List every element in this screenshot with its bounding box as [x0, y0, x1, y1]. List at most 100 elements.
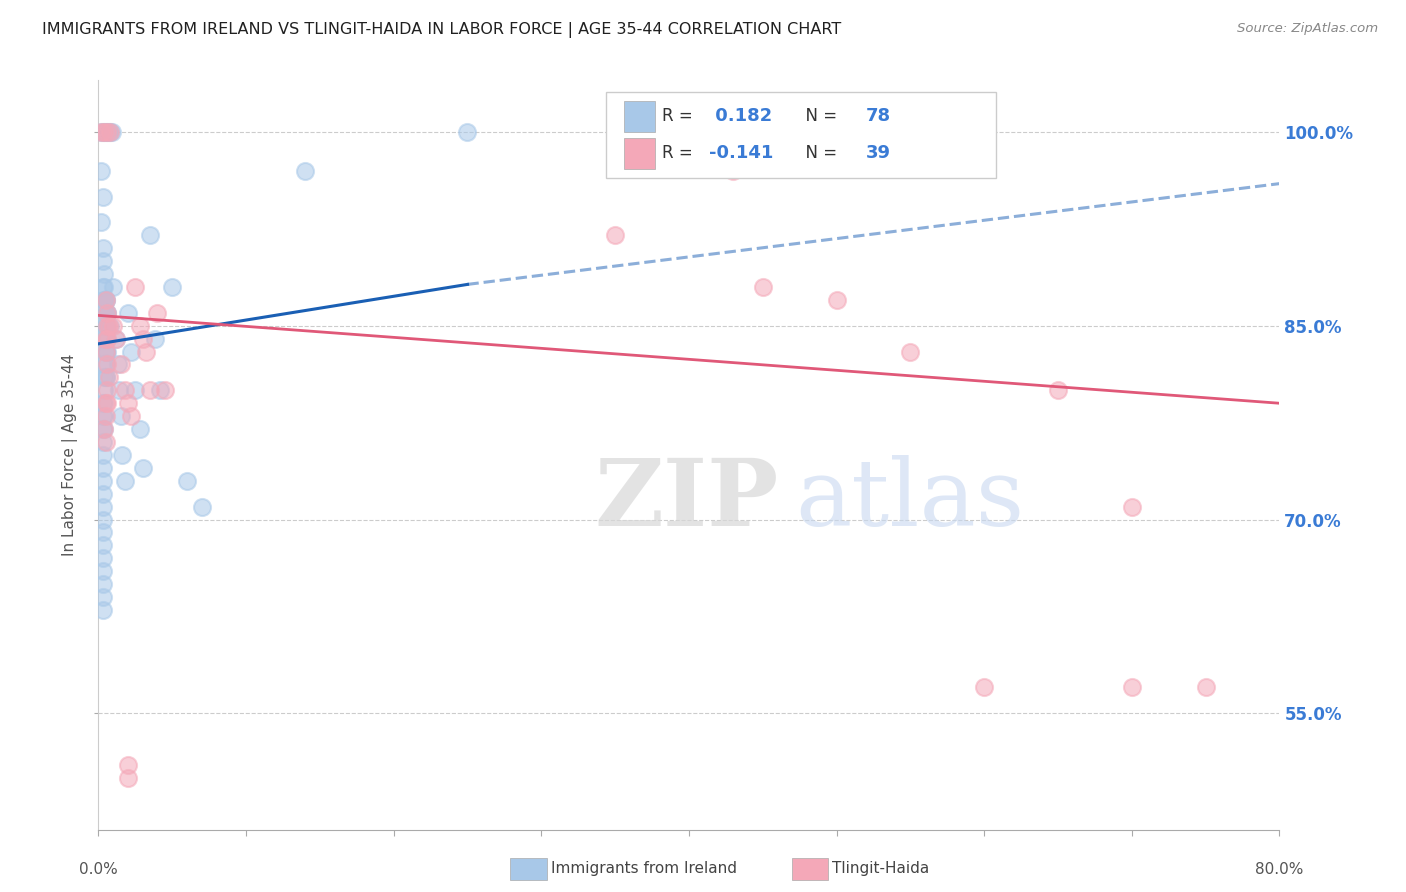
Point: [93, 125, 115, 139]
Point: [94, 435, 117, 450]
Point: [135, 344, 157, 359]
Point: [117, 396, 139, 410]
Point: [96, 358, 118, 372]
Point: [973, 681, 995, 695]
Point: [128, 318, 150, 333]
Point: [91, 422, 114, 436]
Point: [105, 332, 128, 346]
Point: [103, 280, 125, 294]
Point: [94, 358, 117, 372]
Point: [91, 486, 114, 500]
Point: [176, 474, 198, 488]
Point: [91, 474, 114, 488]
Point: [723, 163, 745, 178]
Point: [1046, 384, 1070, 398]
Point: [124, 280, 146, 294]
Point: [91, 538, 114, 552]
Point: [94, 332, 117, 346]
Point: [93, 267, 115, 281]
Point: [96, 384, 118, 398]
Point: [1121, 681, 1143, 695]
Point: [139, 228, 162, 243]
Text: -0.141: -0.141: [709, 144, 773, 161]
FancyBboxPatch shape: [606, 92, 995, 178]
Point: [91, 603, 114, 617]
Point: [91, 396, 114, 410]
Point: [91, 125, 114, 139]
Text: R =: R =: [662, 107, 697, 125]
Point: [105, 332, 128, 346]
Point: [114, 384, 136, 398]
Point: [93, 370, 115, 384]
Point: [93, 409, 115, 424]
Point: [143, 332, 166, 346]
Point: [94, 344, 117, 359]
Point: [90, 163, 112, 178]
Point: [93, 125, 115, 139]
Point: [91, 460, 114, 475]
Text: 0.0%: 0.0%: [79, 862, 118, 877]
Point: [90, 125, 112, 139]
Point: [96, 332, 118, 346]
Point: [294, 163, 316, 178]
Point: [146, 306, 169, 320]
Point: [93, 293, 115, 307]
Text: Tlingit-Haida: Tlingit-Haida: [832, 862, 929, 876]
Text: 78: 78: [866, 107, 891, 125]
Point: [132, 460, 155, 475]
Point: [107, 358, 129, 372]
Point: [91, 435, 114, 450]
Point: [900, 344, 922, 359]
Point: [91, 409, 114, 424]
Point: [117, 771, 139, 785]
Point: [120, 344, 142, 359]
Point: [110, 358, 132, 372]
Point: [97, 125, 120, 139]
Point: [132, 332, 155, 346]
Point: [91, 577, 114, 591]
Point: [94, 125, 117, 139]
Point: [94, 396, 117, 410]
Point: [120, 409, 142, 424]
Y-axis label: In Labor Force | Age 35-44: In Labor Force | Age 35-44: [62, 354, 79, 556]
Text: atlas: atlas: [796, 455, 1025, 545]
Point: [90, 125, 112, 139]
Point: [752, 280, 775, 294]
Point: [191, 500, 214, 514]
Point: [94, 370, 117, 384]
Point: [96, 332, 118, 346]
Text: ZIP: ZIP: [595, 455, 779, 545]
Point: [97, 318, 120, 333]
Point: [1195, 681, 1218, 695]
Point: [96, 306, 118, 320]
Point: [91, 525, 114, 540]
FancyBboxPatch shape: [624, 137, 655, 169]
Point: [91, 241, 114, 255]
Point: [93, 318, 115, 333]
Point: [94, 306, 117, 320]
Point: [98, 125, 121, 139]
Point: [124, 384, 146, 398]
Point: [91, 551, 114, 566]
Point: [94, 293, 117, 307]
Point: [98, 318, 121, 333]
Point: [457, 125, 479, 139]
Point: [93, 332, 115, 346]
Text: 0.182: 0.182: [709, 107, 772, 125]
Point: [96, 344, 118, 359]
Point: [96, 306, 118, 320]
Text: Source: ZipAtlas.com: Source: ZipAtlas.com: [1237, 22, 1378, 36]
Point: [91, 500, 114, 514]
Point: [117, 306, 139, 320]
Point: [94, 318, 117, 333]
Point: [96, 125, 118, 139]
Point: [90, 215, 112, 229]
Point: [96, 396, 118, 410]
Point: [93, 422, 115, 436]
Point: [91, 280, 114, 294]
Point: [108, 384, 131, 398]
Point: [162, 280, 183, 294]
Point: [91, 448, 114, 462]
Point: [117, 758, 139, 772]
Text: R =: R =: [662, 144, 697, 161]
